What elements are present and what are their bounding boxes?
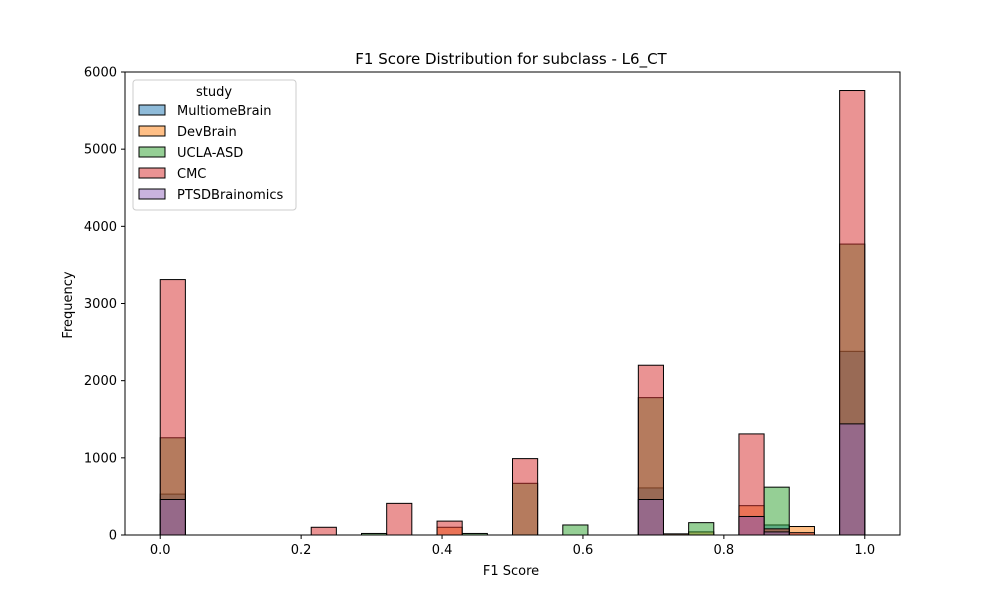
bar-ucla-asd-4 xyxy=(562,524,589,536)
bar-cmc-0 xyxy=(159,279,186,536)
y-tick-label: 3000 xyxy=(84,297,117,312)
x-axis-label: F1 Score xyxy=(483,564,539,579)
y-tick-label: 2000 xyxy=(84,374,117,389)
y-tick-label: 6000 xyxy=(84,66,117,81)
legend: study MultiomeBrain DevBrain UCLA-ASD CMC PT… xyxy=(132,79,297,211)
y-axis-label: Frequency xyxy=(61,271,76,338)
legend-label-devbrain: DevBrain xyxy=(177,125,237,140)
legend-title: study xyxy=(196,85,232,100)
y-tick-label: 1000 xyxy=(84,451,117,466)
x-tick-label: 0.4 xyxy=(432,543,453,558)
y-axis-ticks: 0 1000 2000 3000 4000 5000 6000 xyxy=(84,66,125,544)
histogram-bars xyxy=(159,90,866,536)
legend-label-multiomebrain: MultiomeBrain xyxy=(177,104,271,119)
bar-ucla-asd-7 xyxy=(763,486,790,536)
legend-label-ucla-asd: UCLA-ASD xyxy=(177,146,243,161)
legend-swatch-devbrain xyxy=(138,125,166,137)
y-tick-label: 0 xyxy=(109,529,117,544)
bar-cmc-3 xyxy=(436,520,463,536)
y-tick-label: 4000 xyxy=(84,220,117,235)
x-tick-label: 0.0 xyxy=(150,543,171,558)
legend-box xyxy=(132,79,297,211)
x-axis-ticks: 0.0 0.2 0.4 0.6 0.8 1.0 xyxy=(150,535,875,558)
x-tick-label: 0.8 xyxy=(714,543,735,558)
legend-swatch-multiomebrain xyxy=(138,104,166,116)
y-tick-label: 5000 xyxy=(84,143,117,158)
x-tick-label: 0.2 xyxy=(291,543,312,558)
bar-ptsdbrainomics-1 xyxy=(637,499,664,536)
legend-swatch-ucla-asd xyxy=(138,146,166,158)
bar-cmc-4 xyxy=(512,458,539,536)
bar-cmc-1 xyxy=(310,526,337,536)
legend-swatch-cmc xyxy=(138,167,166,179)
legend-label-cmc: CMC xyxy=(177,167,206,182)
bar-ptsdbrainomics-4 xyxy=(839,423,866,536)
legend-label-ptsdbrainomics: PTSDBrainomics xyxy=(177,188,283,203)
x-tick-label: 1.0 xyxy=(854,543,875,558)
bar-ptsdbrainomics-0 xyxy=(159,499,186,536)
bar-ptsdbrainomics-2 xyxy=(738,515,765,536)
x-tick-label: 0.6 xyxy=(573,543,594,558)
legend-swatch-ptsdbrainomics xyxy=(138,188,166,200)
legend-items: MultiomeBrain DevBrain UCLA-ASD CMC PTSDBrai… xyxy=(138,104,283,203)
bar-cmc-2 xyxy=(386,502,413,536)
chart-title: F1 Score Distribution for subclass - L6_… xyxy=(355,50,667,69)
bar-ucla-asd-6 xyxy=(688,522,715,536)
